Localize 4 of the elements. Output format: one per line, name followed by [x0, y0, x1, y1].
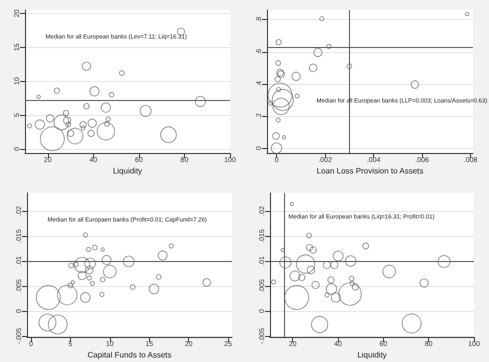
x-axis-title: Capital Funds to Assets [87, 350, 172, 360]
x-axis-title: Loan Loss Provision to Assets [316, 166, 424, 176]
x-axis-title: Liquidity [112, 166, 142, 176]
x-axis-title: Liquidity [357, 350, 387, 360]
